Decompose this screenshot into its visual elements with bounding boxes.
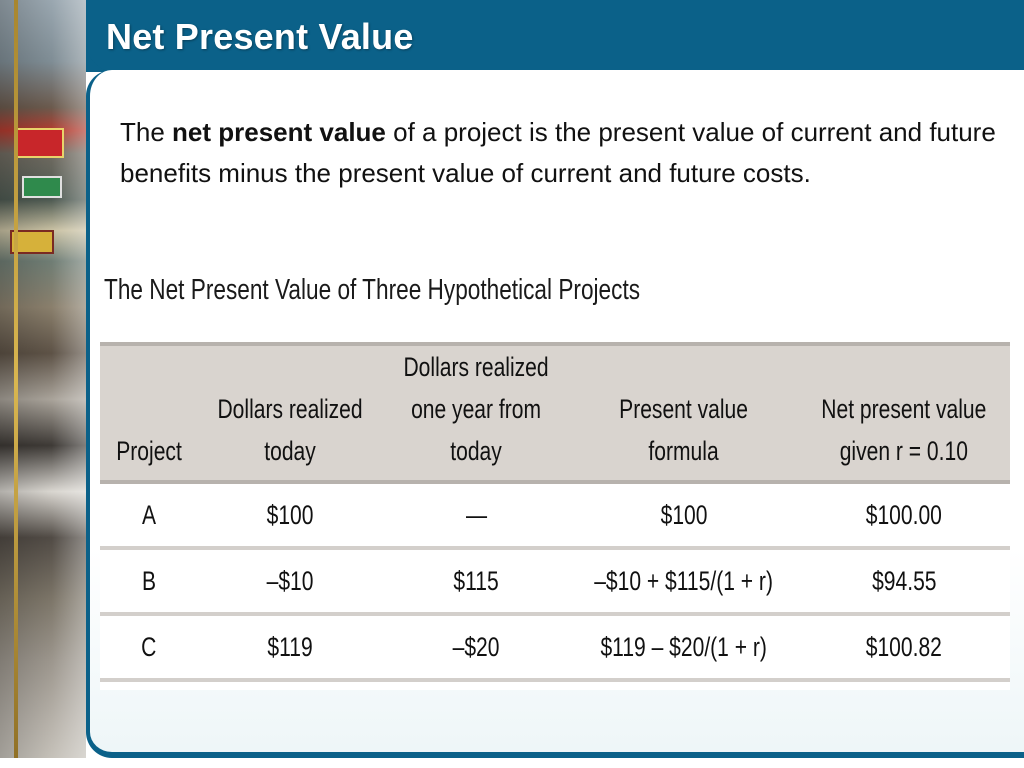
table-cell: $100.82 bbox=[798, 614, 1010, 682]
header-line: one year from bbox=[411, 394, 542, 424]
figure-title: The Net Present Value of Three Hypotheti… bbox=[104, 274, 641, 306]
table-header-row: Project Dollars realized today Dollars re… bbox=[100, 342, 1010, 484]
header-cell: Present value formula bbox=[619, 388, 748, 472]
table-row: B –$10 $115 –$10 + $115/(1 + r) $94.55 bbox=[100, 548, 1010, 616]
cell-text: C bbox=[140, 631, 157, 662]
header-cell: Dollars realized one year from today bbox=[404, 346, 549, 472]
cell-text: $100 bbox=[266, 499, 314, 530]
table-cell: $100.00 bbox=[798, 482, 1010, 550]
header-dollars-today: Dollars realized today bbox=[197, 342, 384, 484]
header-line: formula bbox=[648, 436, 719, 466]
table-cell: –$10 + $115/(1 + r) bbox=[569, 548, 799, 616]
table-cell: $119 – $20/(1 + r) bbox=[569, 614, 799, 682]
page-title: Net Present Value bbox=[106, 16, 414, 57]
title-bar bbox=[86, 0, 1024, 72]
table-cell: $100 bbox=[569, 482, 799, 550]
header-line: Dollars realized bbox=[403, 352, 549, 382]
header-cell: Dollars realized today bbox=[218, 388, 363, 472]
table-row: A $100 — $100 $100.00 bbox=[100, 482, 1010, 550]
intro-text-pre: The bbox=[120, 117, 173, 147]
header-line: Dollars realized bbox=[217, 394, 363, 424]
table-cell: $94.55 bbox=[798, 548, 1010, 616]
cell-text: B bbox=[141, 565, 156, 596]
table-cell: A bbox=[100, 482, 198, 550]
cell-text: $100 bbox=[660, 499, 708, 530]
photo-gold-edge bbox=[14, 0, 18, 768]
intro-text-post: of a project is the present value of cur… bbox=[120, 117, 996, 188]
header-project: Project bbox=[100, 342, 198, 484]
photo-sign bbox=[22, 176, 62, 198]
header-line: Project bbox=[115, 436, 182, 466]
photo-shade bbox=[0, 0, 86, 768]
header-cell: Net present value given r = 0.10 bbox=[822, 388, 987, 472]
table-cell: –$10 bbox=[197, 548, 384, 616]
header-line: today bbox=[450, 436, 502, 466]
header-line: Net present value bbox=[821, 394, 987, 424]
cell-text: $119 bbox=[267, 631, 313, 662]
header-npv: Net present value given r = 0.10 bbox=[798, 342, 1010, 484]
cell-text: A bbox=[141, 499, 156, 530]
cell-text: — bbox=[465, 499, 487, 530]
title-bar-curve bbox=[86, 0, 146, 72]
photo-sign bbox=[14, 128, 64, 158]
cell-text: –$20 bbox=[452, 631, 500, 662]
table-cell: $115 bbox=[383, 548, 570, 616]
cell-text: $100.00 bbox=[866, 499, 943, 530]
table-cell: — bbox=[383, 482, 570, 550]
header-line: Present value bbox=[619, 394, 749, 424]
cell-text: –$10 + $115/(1 + r) bbox=[594, 565, 774, 596]
cell-text: $100.82 bbox=[866, 631, 943, 662]
header-cell: Project bbox=[116, 430, 182, 472]
table-cell: $119 bbox=[197, 614, 384, 682]
table-cell: B bbox=[100, 548, 198, 616]
cell-text: $115 bbox=[453, 565, 499, 596]
table-cell: C bbox=[100, 614, 198, 682]
cell-text: $94.55 bbox=[871, 565, 937, 596]
header-line: today bbox=[264, 436, 316, 466]
table-cell: –$20 bbox=[383, 614, 570, 682]
npv-table: Project Dollars realized today Dollars re… bbox=[100, 342, 1010, 682]
cell-text: $119 – $20/(1 + r) bbox=[600, 631, 768, 662]
intro-term: net present value bbox=[172, 117, 386, 147]
cell-text: –$10 bbox=[266, 565, 314, 596]
bottom-strip bbox=[0, 758, 1024, 768]
header-pv-formula: Present value formula bbox=[569, 342, 799, 484]
header-dollars-one-year: Dollars realized one year from today bbox=[383, 342, 570, 484]
intro-paragraph: The net present value of a project is th… bbox=[120, 112, 1000, 194]
header-line: given r = 0.10 bbox=[840, 436, 969, 466]
table-row: C $119 –$20 $119 – $20/(1 + r) $100.82 bbox=[100, 614, 1010, 682]
table-figure: The Net Present Value of Three Hypotheti… bbox=[100, 264, 1010, 690]
table-cell: $100 bbox=[197, 482, 384, 550]
background-photo bbox=[0, 0, 86, 768]
